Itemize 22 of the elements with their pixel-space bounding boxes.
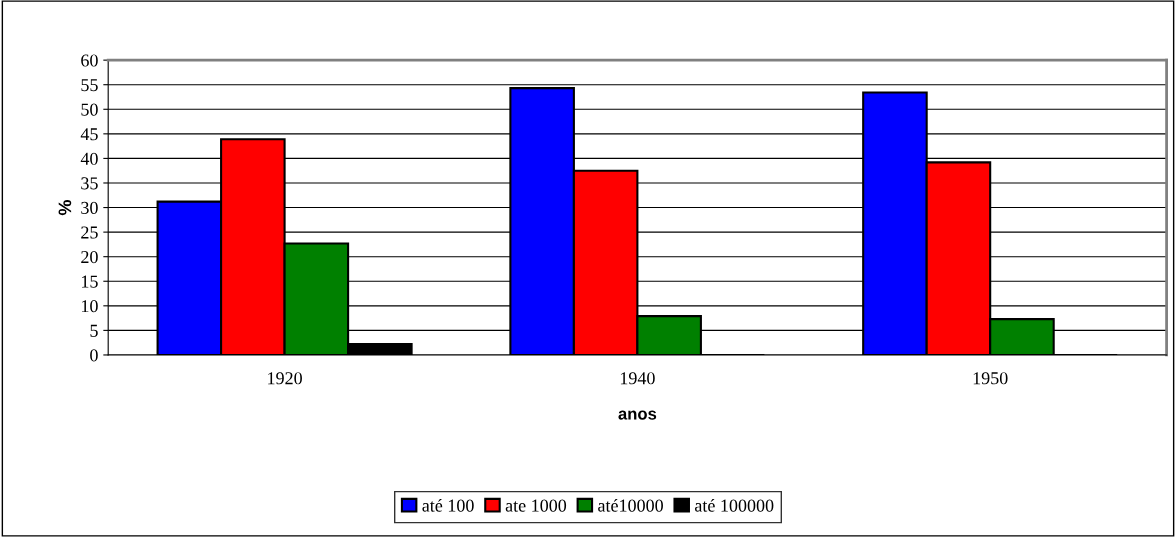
y-tick-label: 10 bbox=[82, 300, 98, 313]
x-axis-title: anos bbox=[618, 410, 657, 420]
y-tick-label: 40 bbox=[80, 152, 98, 165]
legend-label: até10000 bbox=[598, 498, 663, 512]
y-tick-label: 30 bbox=[81, 201, 98, 214]
y-axis-title: % bbox=[58, 200, 72, 216]
y-tick-label: 20 bbox=[81, 250, 98, 264]
y-tick-label: 25 bbox=[81, 226, 98, 239]
x-tick-label: 1940 bbox=[620, 372, 655, 385]
y-tick-label: 0 bbox=[90, 349, 98, 362]
y-tick-label: 15 bbox=[82, 275, 98, 288]
x-tick-label: 1950 bbox=[973, 372, 1008, 385]
y-tick-label: 45 bbox=[80, 128, 98, 141]
legend-label: até 100 bbox=[422, 498, 474, 512]
x-tick-label: 1920 bbox=[268, 372, 302, 385]
y-tick-label: 35 bbox=[81, 177, 98, 190]
y-tick-label: 5 bbox=[90, 324, 98, 337]
legend-label: ate 1000 bbox=[505, 499, 567, 512]
y-tick-label: 50 bbox=[81, 103, 98, 116]
y-tick-label: 60 bbox=[81, 54, 98, 67]
legend-label: até 100000 bbox=[694, 498, 774, 512]
y-tick-label: 55 bbox=[81, 79, 98, 92]
